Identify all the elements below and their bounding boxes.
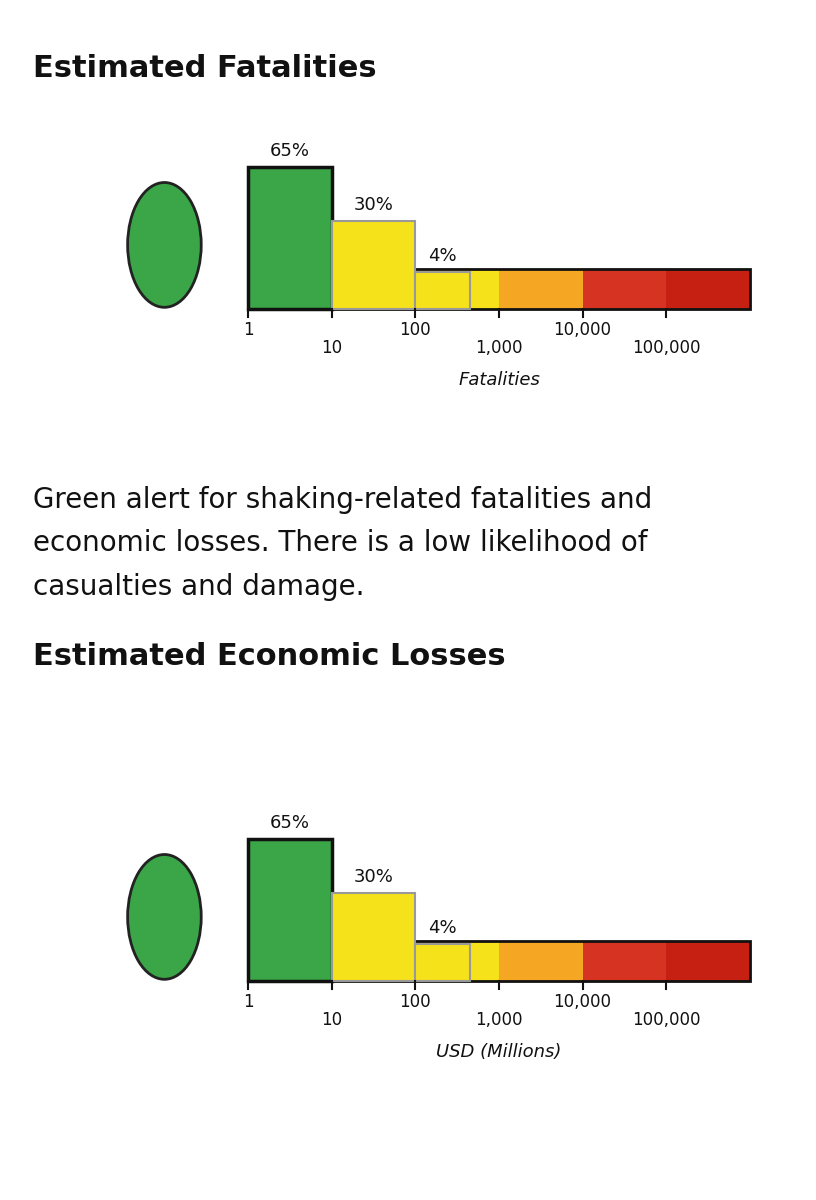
Text: 65%: 65% (270, 814, 310, 832)
Bar (248, 941, 331, 980)
Text: Estimated Fatalities: Estimated Fatalities (33, 54, 376, 83)
Bar (248, 269, 331, 308)
Bar (331, 941, 415, 980)
Bar (248, 839, 331, 980)
Text: 1,000: 1,000 (475, 338, 523, 356)
Bar (583, 941, 666, 980)
Bar (248, 269, 750, 308)
Text: 65%: 65% (270, 142, 310, 160)
Text: 4%: 4% (428, 919, 457, 937)
Text: 100: 100 (400, 994, 431, 1012)
Text: 1,000: 1,000 (475, 1010, 523, 1028)
Text: 100: 100 (400, 322, 431, 340)
Text: 1: 1 (242, 994, 254, 1012)
Text: Fatalities: Fatalities (458, 371, 540, 389)
Bar (331, 269, 415, 308)
Bar (415, 269, 499, 308)
Bar (248, 167, 331, 308)
Circle shape (127, 182, 202, 307)
Text: 100,000: 100,000 (632, 1010, 700, 1028)
Text: 100,000: 100,000 (632, 338, 700, 356)
Text: 10: 10 (322, 1010, 342, 1028)
Bar (415, 272, 470, 308)
Text: Green alert for shaking-related fatalities and
economic losses. There is a low l: Green alert for shaking-related fataliti… (33, 486, 652, 601)
Text: Estimated Economic Losses: Estimated Economic Losses (33, 642, 505, 671)
Text: 10: 10 (322, 338, 342, 356)
Text: 10,000: 10,000 (553, 994, 612, 1012)
Text: 1: 1 (242, 322, 254, 340)
Bar (248, 941, 750, 980)
Text: USD (Millions): USD (Millions) (437, 1043, 561, 1061)
Bar (499, 941, 583, 980)
Text: 30%: 30% (353, 868, 393, 886)
Bar (415, 944, 470, 980)
Text: 30%: 30% (353, 196, 393, 214)
Bar (331, 221, 415, 308)
Bar (583, 269, 666, 308)
Bar (666, 269, 750, 308)
Bar (331, 893, 415, 980)
Circle shape (127, 854, 202, 979)
Bar (499, 269, 583, 308)
Bar (415, 941, 499, 980)
Text: 4%: 4% (428, 247, 457, 265)
Bar (666, 941, 750, 980)
Text: 10,000: 10,000 (553, 322, 612, 340)
